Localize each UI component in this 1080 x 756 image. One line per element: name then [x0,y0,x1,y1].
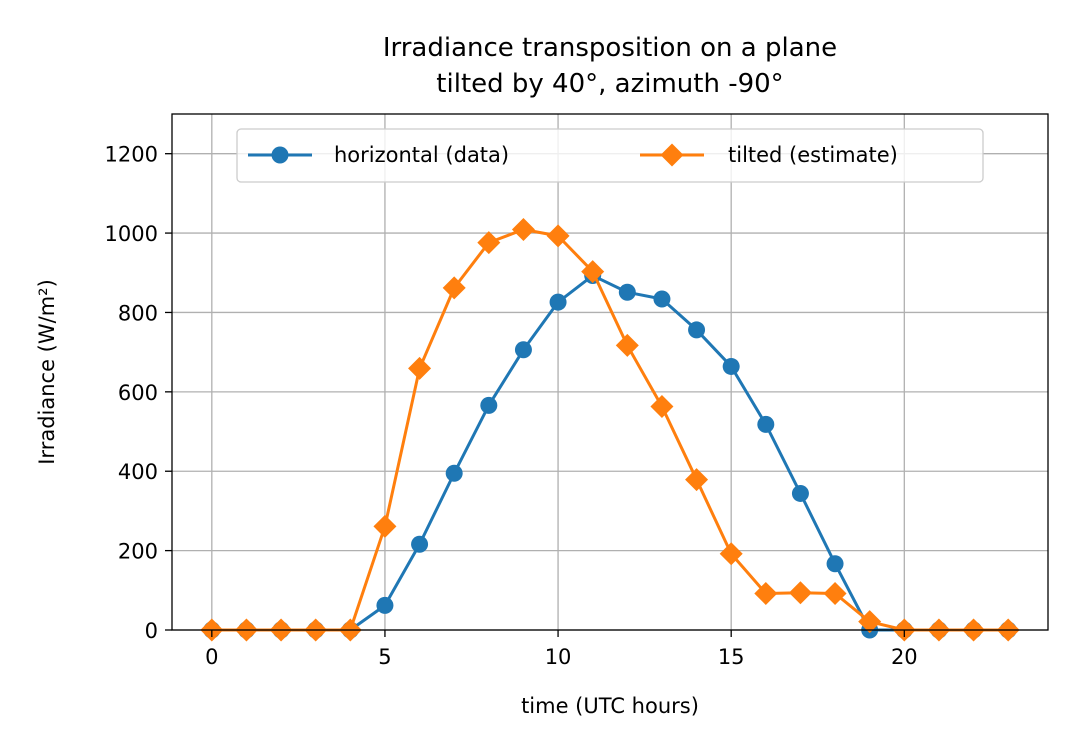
y-tick-label: 1200 [105,143,158,167]
x-tick-label: 20 [891,645,918,669]
y-tick-label: 1000 [105,222,158,246]
data-point [823,581,847,605]
data-point [791,484,809,502]
x-tick-label: 0 [205,645,218,669]
chart-title-line: Irradiance transposition on a plane [383,33,837,63]
legend-entry: horizontal (data) [248,143,509,167]
y-axis-label: Irradiance (W/m²) [35,279,59,465]
data-point [685,468,709,492]
x-tick-label: 15 [718,645,745,669]
y-tick-label: 200 [118,540,158,564]
data-point [722,357,740,375]
chart-title-line: tilted by 40°, azimuth -90° [436,69,783,99]
data-point [376,596,394,614]
data-point [754,581,778,605]
x-axis-ticks: 0 5 10 15 20 [205,630,918,669]
plot-frame [171,113,1049,631]
legend-marker [660,143,684,167]
x-axis-label: time (UTC hours) [521,694,699,718]
y-tick-label: 0 [145,619,158,643]
x-tick-label: 10 [545,645,572,669]
legend-label: horizontal (data) [334,143,509,167]
legend-label: tilted (estimate) [728,143,898,167]
data-point [653,290,671,308]
y-tick-label: 600 [118,381,158,405]
data-point [445,464,463,482]
data-point [511,218,535,242]
data-point [757,415,775,433]
y-tick-label: 400 [118,460,158,484]
data-point [442,276,466,300]
data-point [788,581,812,605]
data-point [581,260,605,284]
data-point [411,535,429,553]
legend-marker [271,146,289,164]
x-tick-label: 5 [378,645,391,669]
data-point [514,341,532,359]
legend-entry: tilted (estimate) [640,143,898,167]
data-point [477,231,501,255]
data-point [615,333,639,357]
data-point [858,610,882,634]
data-point [650,395,674,419]
data-point [546,224,570,248]
data-point [719,542,743,566]
y-axis-ticks: 0 200 400 600 800 1000 1200 [105,143,172,643]
legend: horizontal (data) tilted (estimate) [236,128,984,183]
y-tick-label: 800 [118,301,158,325]
data-point [688,321,706,339]
data-point [618,283,636,301]
legend-box [236,128,984,183]
data-point [408,356,432,380]
data-point [373,514,397,538]
data-point [480,396,498,414]
data-point [826,555,844,573]
chart-title: Irradiance transposition on a plane tilte… [383,33,837,99]
data-point [549,293,567,311]
